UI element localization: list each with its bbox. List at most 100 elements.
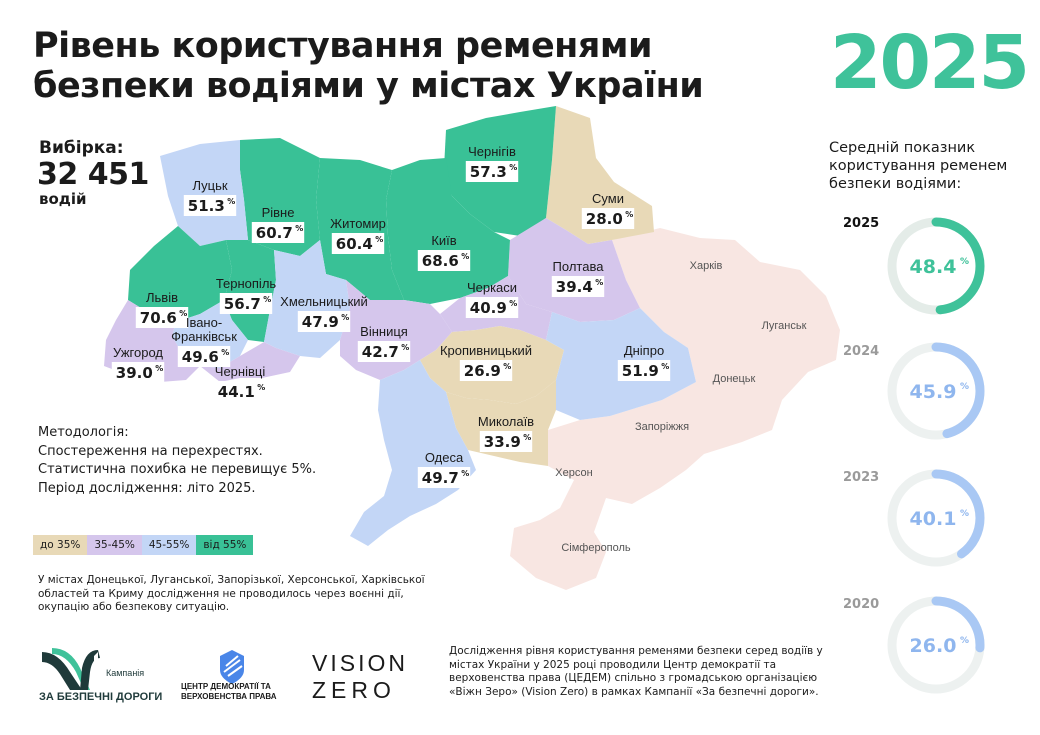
percent-sign: % [401, 343, 409, 352]
methodology: Методологія: Спостереження на перехрестя… [38, 424, 316, 498]
not-surveyed-city: Донецьк [713, 373, 756, 385]
not-surveyed-city: Запоріжжя [635, 421, 689, 433]
methodology-line-2: Статистична похибка не перевищує 5%. [38, 462, 317, 477]
percent-sign: % [341, 313, 349, 322]
percent-sign: % [625, 210, 633, 219]
percent-sign: % [595, 278, 603, 287]
city-label: Івано-Франківськ 49.6% [171, 315, 237, 367]
city-name: Житомир [330, 216, 386, 231]
region-volyn [160, 140, 248, 246]
percent-sign: % [960, 257, 969, 267]
city-value: 57.3 [470, 163, 507, 181]
city-label: Миколаїв 33.9% [478, 414, 534, 452]
average-ring: 2025 48.4% [843, 216, 985, 315]
cedem-text-2: ВЕРХОВЕНСТВА ПРАВА [181, 692, 277, 701]
region-zakarpattia [104, 300, 200, 382]
city-value: 49.6 [182, 348, 219, 366]
region-zhytomyr [316, 158, 404, 300]
city-label: Житомир 60.4% [330, 216, 386, 254]
ring-value: 45.9 [910, 381, 957, 403]
ring-progress [887, 596, 985, 694]
city-value: 60.7 [256, 224, 293, 242]
percent-sign: % [375, 235, 383, 244]
city-name: Тернопіль [216, 276, 277, 291]
city-name: Львів [146, 290, 178, 305]
percent-sign: % [509, 299, 517, 308]
sample-label: Вибірка: [39, 138, 124, 158]
city-name: Миколаїв [478, 414, 534, 429]
vz-text-1: VISION [312, 650, 408, 676]
percent-sign: % [503, 362, 511, 371]
city-label: Хмельницький 47.9% [280, 294, 368, 332]
city-label: Чернівці 44.1% [213, 364, 267, 402]
legend-item-1: 35-45% [87, 535, 142, 555]
city-value-box [581, 208, 635, 229]
city-value-box [617, 360, 671, 381]
city-label: Вінниця 42.7% [357, 324, 411, 362]
legend-item-3: від 55% [196, 535, 254, 555]
city-name: Чернігів [468, 144, 516, 159]
city-value-box [297, 311, 351, 332]
percent-sign: % [155, 364, 163, 373]
methodology-line-1: Спостереження на перехрестях. [38, 443, 263, 459]
ring-year: 2023 [843, 470, 879, 485]
percent-sign: % [661, 362, 669, 371]
ring-progress [887, 217, 985, 315]
city-name: Івано- [186, 315, 222, 330]
city-value-box [465, 161, 519, 182]
city-value-box [111, 362, 165, 383]
cedem-logo: ЦЕНТР ДЕМОКРАТІЇ ТА ВЕРХОВЕНСТВА ПРАВА [181, 650, 277, 701]
city-value-box [177, 346, 231, 367]
city-label: Луцьк 51.3% [183, 178, 237, 216]
city-value: 56.7 [224, 295, 261, 313]
campaign-small-text: Кампанія [106, 668, 144, 678]
percent-sign: % [461, 252, 469, 261]
city-name: Ужгород [113, 345, 163, 360]
city-value: 40.9 [470, 299, 507, 317]
region-chernivtsi [200, 342, 300, 382]
footer-text: Дослідження рівня користування ременями … [449, 645, 823, 698]
city-value: 68.6 [422, 252, 459, 270]
city-value-box [459, 360, 513, 381]
city-label: Ужгород 39.0% [111, 345, 165, 383]
city-value: 49.7 [422, 469, 459, 487]
average-ring: 2024 45.9% [843, 342, 985, 440]
city-value: 60.4 [336, 235, 373, 253]
city-name: Луцьк [192, 178, 227, 193]
ring-year: 2025 [843, 216, 879, 231]
vision-zero-logo: VISION ZERO [312, 650, 408, 703]
city-value: 47.9 [302, 313, 339, 331]
cedem-emblem-icon [220, 650, 244, 684]
vz-text-2: ZERO [312, 677, 396, 703]
city-value: 70.6 [140, 309, 177, 327]
city-name: Кропивницький [440, 343, 532, 358]
campaign-logo: Кампанія ЗА БЕЗПЕЧНІ ДОРОГИ [39, 648, 162, 703]
city-label: Дніпро 51.9% [617, 343, 671, 381]
sample-value: 32 451 [37, 157, 149, 192]
city-value: 44.1 [218, 383, 255, 401]
city-label: Київ 68.6% [417, 233, 471, 271]
percent-sign: % [257, 383, 265, 392]
city-value-box [251, 222, 305, 243]
city-value: 33.9 [484, 433, 521, 451]
average-ring: 2023 40.1% [843, 469, 985, 567]
city-name: Одеса [425, 450, 464, 465]
region-east [510, 228, 840, 590]
city-value: 42.7 [362, 343, 399, 361]
city-value: 39.0 [116, 364, 153, 382]
city-label: Кропивницький 26.9% [440, 343, 532, 381]
region-poltava [508, 218, 640, 322]
percent-sign: % [523, 433, 531, 442]
city-value-box [551, 276, 605, 297]
city-value-box [465, 297, 519, 318]
percent-sign: % [263, 295, 271, 304]
percent-sign: % [960, 636, 969, 646]
city-name: Дніпро [624, 343, 664, 358]
city-label: Черкаси 40.9% [465, 280, 519, 318]
city-value-box [417, 250, 471, 271]
not-surveyed-city: Херсон [555, 467, 592, 479]
city-label: Рівне 60.7% [251, 205, 305, 243]
not-surveyed-city: Харків [690, 260, 723, 272]
percent-sign: % [461, 469, 469, 478]
